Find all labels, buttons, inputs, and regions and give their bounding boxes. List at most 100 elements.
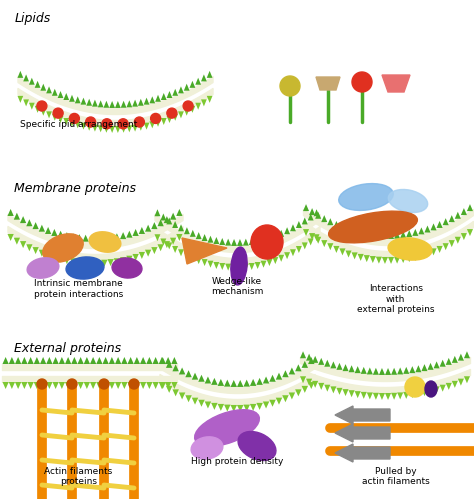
Polygon shape <box>309 208 315 215</box>
Polygon shape <box>364 255 370 262</box>
Polygon shape <box>58 91 64 98</box>
Polygon shape <box>8 234 14 241</box>
Polygon shape <box>82 235 89 242</box>
Text: Membrane proteins: Membrane proteins <box>14 182 136 195</box>
Polygon shape <box>306 354 312 361</box>
Polygon shape <box>289 367 295 374</box>
Polygon shape <box>127 125 132 132</box>
Polygon shape <box>59 382 65 389</box>
Polygon shape <box>237 264 243 271</box>
Polygon shape <box>81 123 86 130</box>
Polygon shape <box>230 405 237 412</box>
Polygon shape <box>207 96 212 103</box>
Polygon shape <box>108 234 114 241</box>
Polygon shape <box>126 231 133 238</box>
Polygon shape <box>178 224 184 231</box>
Circle shape <box>86 117 96 127</box>
Polygon shape <box>261 236 266 243</box>
Polygon shape <box>51 229 57 236</box>
Polygon shape <box>20 216 26 223</box>
Polygon shape <box>446 383 452 390</box>
Polygon shape <box>379 393 385 400</box>
Polygon shape <box>8 209 14 216</box>
Ellipse shape <box>388 190 428 213</box>
Polygon shape <box>149 121 155 128</box>
Polygon shape <box>276 398 282 405</box>
Polygon shape <box>46 357 53 364</box>
Polygon shape <box>224 380 230 387</box>
Polygon shape <box>355 391 361 398</box>
Polygon shape <box>75 121 81 128</box>
Polygon shape <box>273 257 278 264</box>
Polygon shape <box>159 382 166 389</box>
Circle shape <box>280 76 300 96</box>
Polygon shape <box>33 222 39 229</box>
Polygon shape <box>40 109 46 116</box>
Polygon shape <box>237 380 244 387</box>
Polygon shape <box>303 229 309 236</box>
Polygon shape <box>53 382 59 389</box>
Polygon shape <box>176 209 182 216</box>
Polygon shape <box>178 250 184 256</box>
Polygon shape <box>114 258 120 265</box>
Polygon shape <box>424 226 430 233</box>
Polygon shape <box>14 213 20 220</box>
Polygon shape <box>126 255 133 262</box>
Polygon shape <box>120 257 126 264</box>
Polygon shape <box>339 224 346 231</box>
Polygon shape <box>29 103 35 110</box>
Polygon shape <box>170 213 176 220</box>
Polygon shape <box>333 246 339 253</box>
Polygon shape <box>81 98 86 105</box>
Polygon shape <box>102 357 109 364</box>
Polygon shape <box>434 386 440 393</box>
FancyArrow shape <box>335 406 390 424</box>
Polygon shape <box>34 382 40 389</box>
Polygon shape <box>346 226 352 233</box>
Polygon shape <box>173 89 178 96</box>
Polygon shape <box>59 357 65 364</box>
Polygon shape <box>172 221 178 228</box>
Polygon shape <box>153 382 159 389</box>
Polygon shape <box>109 101 115 108</box>
Polygon shape <box>461 208 467 215</box>
Polygon shape <box>57 231 64 238</box>
Polygon shape <box>343 364 348 371</box>
Polygon shape <box>70 258 76 265</box>
Polygon shape <box>284 252 290 259</box>
Polygon shape <box>467 229 473 236</box>
Polygon shape <box>190 106 195 113</box>
Polygon shape <box>458 379 464 386</box>
Polygon shape <box>52 89 58 96</box>
Polygon shape <box>348 365 355 372</box>
Polygon shape <box>211 403 218 410</box>
Polygon shape <box>64 257 70 264</box>
Polygon shape <box>421 364 428 371</box>
Text: Specific ipid arrangement: Specific ipid arrangement <box>19 120 137 129</box>
Polygon shape <box>149 96 155 103</box>
Polygon shape <box>415 365 421 372</box>
Polygon shape <box>115 101 121 108</box>
Polygon shape <box>376 256 382 263</box>
Polygon shape <box>346 250 352 257</box>
Polygon shape <box>103 101 109 108</box>
Polygon shape <box>195 78 201 85</box>
Polygon shape <box>278 255 284 262</box>
Polygon shape <box>35 106 40 113</box>
Polygon shape <box>198 400 205 407</box>
Polygon shape <box>300 376 306 383</box>
Polygon shape <box>23 74 29 81</box>
Polygon shape <box>409 391 415 398</box>
Polygon shape <box>64 118 69 125</box>
Polygon shape <box>155 209 160 216</box>
Polygon shape <box>171 382 177 389</box>
Polygon shape <box>333 221 339 228</box>
Polygon shape <box>139 252 145 259</box>
Polygon shape <box>65 357 71 364</box>
Polygon shape <box>302 218 308 225</box>
Polygon shape <box>415 390 421 397</box>
Polygon shape <box>364 230 370 237</box>
Polygon shape <box>160 239 166 246</box>
Polygon shape <box>108 259 114 266</box>
Polygon shape <box>312 356 318 363</box>
